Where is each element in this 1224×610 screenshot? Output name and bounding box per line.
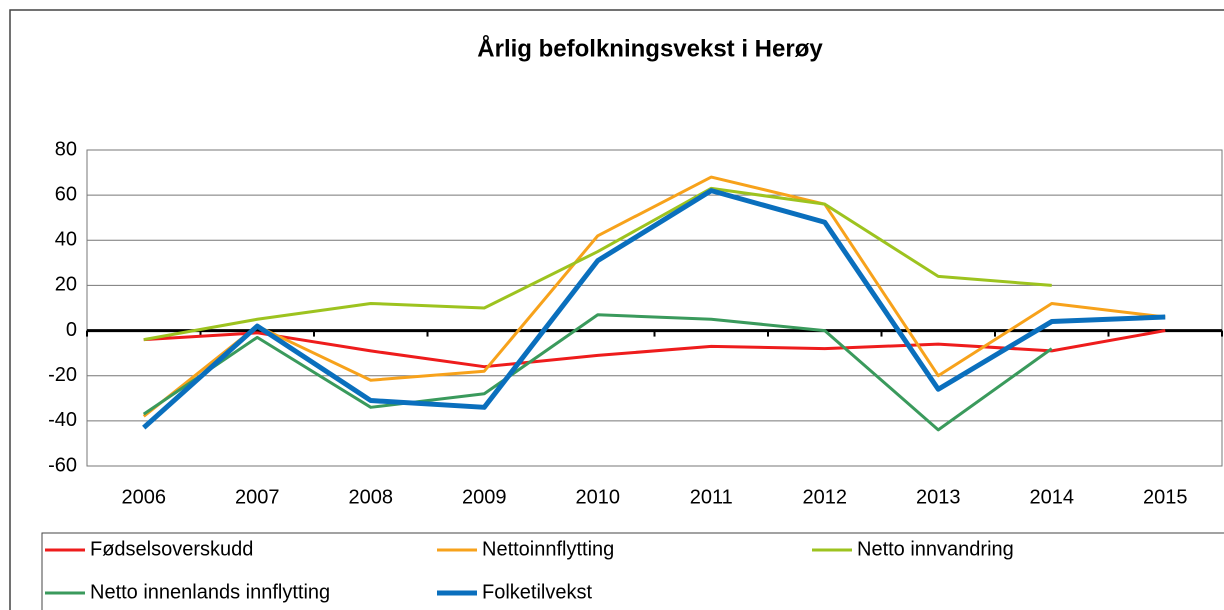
- legend-label: Fødselsoverskudd: [90, 538, 253, 560]
- x-tick-label: 2007: [235, 486, 280, 508]
- series-line: [142, 313, 1053, 432]
- series-line: [142, 188, 1166, 430]
- x-tick-label: 2006: [122, 486, 167, 508]
- x-tick-label: 2010: [576, 486, 621, 508]
- legend-label: Folketilvekst: [482, 581, 592, 603]
- x-tick-label: 2011: [690, 486, 733, 508]
- plot-border: [86, 149, 1223, 467]
- y-tick-label: 20: [55, 274, 77, 296]
- y-tick-label: 40: [55, 229, 77, 251]
- x-tick-label: 2009: [462, 486, 507, 508]
- series-line: [143, 186, 1052, 342]
- series-line: [143, 329, 1166, 369]
- x-tick-label: 2014: [1030, 486, 1075, 508]
- x-tick-label: 2013: [916, 486, 961, 508]
- y-tick-label: -20: [48, 364, 77, 386]
- x-tick-label: 2012: [803, 486, 848, 508]
- legend-label: Netto innenlands innflytting: [90, 581, 330, 603]
- y-tick-label: 80: [55, 138, 77, 160]
- x-tick-label: 2015: [1143, 486, 1188, 508]
- y-tick-label: 60: [55, 183, 77, 205]
- chart-title: Årlig befolkningsvekst i Herøy: [477, 34, 823, 62]
- y-tick-label: -40: [48, 409, 77, 431]
- x-tick-label: 2008: [349, 486, 394, 508]
- chart-border: [9, 9, 1224, 610]
- series-line: [142, 175, 1166, 418]
- legend-label: Netto innvandring: [857, 538, 1014, 560]
- y-tick-label: -60: [48, 454, 77, 476]
- y-tick-label: 0: [66, 319, 77, 341]
- legend-label: Nettoinnflytting: [482, 538, 614, 560]
- legend-box: [41, 532, 1224, 610]
